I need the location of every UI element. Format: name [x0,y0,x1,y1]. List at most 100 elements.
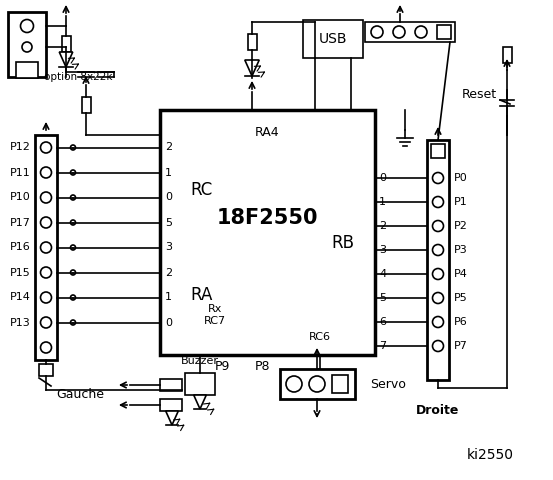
Text: 7: 7 [379,341,386,351]
Circle shape [70,320,76,325]
Circle shape [415,26,427,38]
Bar [8,12,46,77]
Bar [365,22,455,42]
Circle shape [70,195,76,200]
Polygon shape [166,411,178,425]
Circle shape [432,340,444,351]
Text: P2: P2 [454,221,468,231]
Circle shape [40,192,51,203]
Bar [35,135,57,360]
Circle shape [20,20,34,33]
Bar [160,399,182,411]
Text: P13: P13 [11,317,31,327]
Text: 0: 0 [165,192,172,203]
Text: P1: P1 [454,197,468,207]
Bar [332,375,348,393]
Text: P11: P11 [11,168,31,178]
Circle shape [40,142,51,153]
Circle shape [432,196,444,207]
Text: P9: P9 [215,360,229,373]
Text: 2: 2 [165,267,172,277]
Circle shape [40,267,51,278]
Text: Rx
RC7: Rx RC7 [204,304,226,326]
Polygon shape [59,52,73,67]
Text: RA4: RA4 [255,125,280,139]
Text: Gauche: Gauche [56,388,104,401]
Circle shape [70,220,76,225]
Circle shape [432,220,444,231]
Bar [61,36,70,52]
Text: 4: 4 [379,269,386,279]
Circle shape [393,26,405,38]
Circle shape [70,295,76,300]
Text: Servo: Servo [370,377,406,391]
Text: 2: 2 [165,143,172,153]
Bar [248,34,257,50]
Text: 1: 1 [379,197,386,207]
Circle shape [40,242,51,253]
Circle shape [432,268,444,279]
Bar [427,140,449,380]
Text: P14: P14 [10,292,31,302]
Circle shape [22,42,32,52]
Circle shape [432,172,444,183]
Text: 0: 0 [379,173,386,183]
Text: Droite: Droite [416,404,460,417]
Text: P12: P12 [10,143,31,153]
Circle shape [432,244,444,255]
Circle shape [40,217,51,228]
Bar [437,25,451,39]
Text: P17: P17 [10,217,31,228]
Text: P0: P0 [454,173,468,183]
Bar [280,369,355,399]
Text: 0: 0 [165,317,172,327]
Text: RC6: RC6 [309,332,331,342]
Circle shape [70,145,76,150]
Bar [503,47,512,63]
Bar [431,144,445,158]
Bar [16,62,38,78]
Text: P15: P15 [11,267,31,277]
Text: P10: P10 [11,192,31,203]
Text: 6: 6 [379,317,386,327]
Polygon shape [194,395,206,409]
Circle shape [286,376,302,392]
Bar [303,20,363,58]
Circle shape [40,317,51,328]
Text: 3: 3 [379,245,386,255]
Text: P8: P8 [254,360,270,373]
Text: 5: 5 [379,293,386,303]
Circle shape [70,270,76,275]
Circle shape [40,292,51,303]
Circle shape [309,376,325,392]
Circle shape [70,170,76,175]
Text: P16: P16 [11,242,31,252]
Circle shape [432,292,444,303]
Bar [160,379,182,391]
Text: USB: USB [319,32,347,46]
Text: 5: 5 [165,217,172,228]
Bar [81,97,91,113]
Bar [39,364,53,376]
Text: RA: RA [191,286,213,304]
Text: P6: P6 [454,317,468,327]
Circle shape [40,342,51,353]
Text: P3: P3 [454,245,468,255]
Text: RC: RC [191,181,213,199]
Text: Buzzer: Buzzer [181,356,219,366]
Text: 18F2550: 18F2550 [217,207,318,228]
Circle shape [432,316,444,327]
Text: P4: P4 [454,269,468,279]
Text: 1: 1 [165,292,172,302]
Text: 1: 1 [165,168,172,178]
Text: 2: 2 [379,221,386,231]
Text: 3: 3 [165,242,172,252]
Text: ki2550: ki2550 [467,448,514,462]
Circle shape [371,26,383,38]
Circle shape [70,245,76,250]
Polygon shape [245,60,259,76]
Text: RB: RB [331,233,354,252]
Circle shape [40,167,51,178]
Bar [160,110,375,355]
Text: option 8x22k: option 8x22k [44,72,112,82]
